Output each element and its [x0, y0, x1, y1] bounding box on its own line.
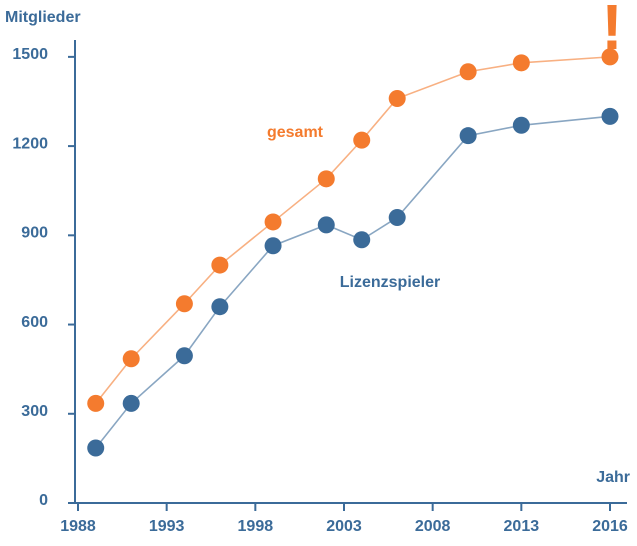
y-tick-label: 0	[39, 492, 48, 509]
point	[317, 216, 335, 234]
legend-label: gesamt	[267, 124, 324, 141]
point	[512, 116, 530, 134]
point	[388, 90, 406, 108]
point	[211, 256, 229, 274]
x-tick-label: 2013	[504, 518, 540, 535]
point	[264, 213, 282, 231]
point	[512, 54, 530, 72]
point	[87, 439, 105, 457]
x-tick-label: 2008	[415, 518, 451, 535]
point	[353, 231, 371, 249]
point	[122, 394, 140, 412]
point	[211, 298, 229, 316]
x-axis-label: Jahr	[596, 469, 630, 486]
y-tick-label: 1200	[12, 135, 48, 152]
point	[264, 237, 282, 255]
x-tick-label: 2016	[592, 518, 628, 535]
y-tick-label: 300	[21, 403, 48, 420]
point	[601, 48, 619, 66]
annotation: !	[601, 0, 622, 63]
x-tick-label: 2003	[326, 518, 362, 535]
point	[87, 394, 105, 412]
point	[388, 208, 406, 226]
point	[122, 350, 140, 368]
y-tick-label: 900	[21, 225, 48, 242]
point	[317, 170, 335, 188]
x-tick-label: 1998	[238, 518, 274, 535]
point	[175, 295, 193, 313]
legend-label: Lizenzspieler	[340, 274, 440, 291]
y-axis-label: Mitglieder	[5, 9, 81, 26]
point	[459, 127, 477, 145]
x-tick-label: 1993	[149, 518, 185, 535]
series-line	[95, 56, 611, 404]
y-tick-label: 1500	[12, 46, 48, 63]
x-tick-label: 1988	[60, 518, 96, 535]
point	[175, 347, 193, 365]
point	[601, 107, 619, 125]
point	[353, 131, 371, 149]
point	[459, 63, 477, 81]
y-tick-label: 600	[21, 314, 48, 331]
